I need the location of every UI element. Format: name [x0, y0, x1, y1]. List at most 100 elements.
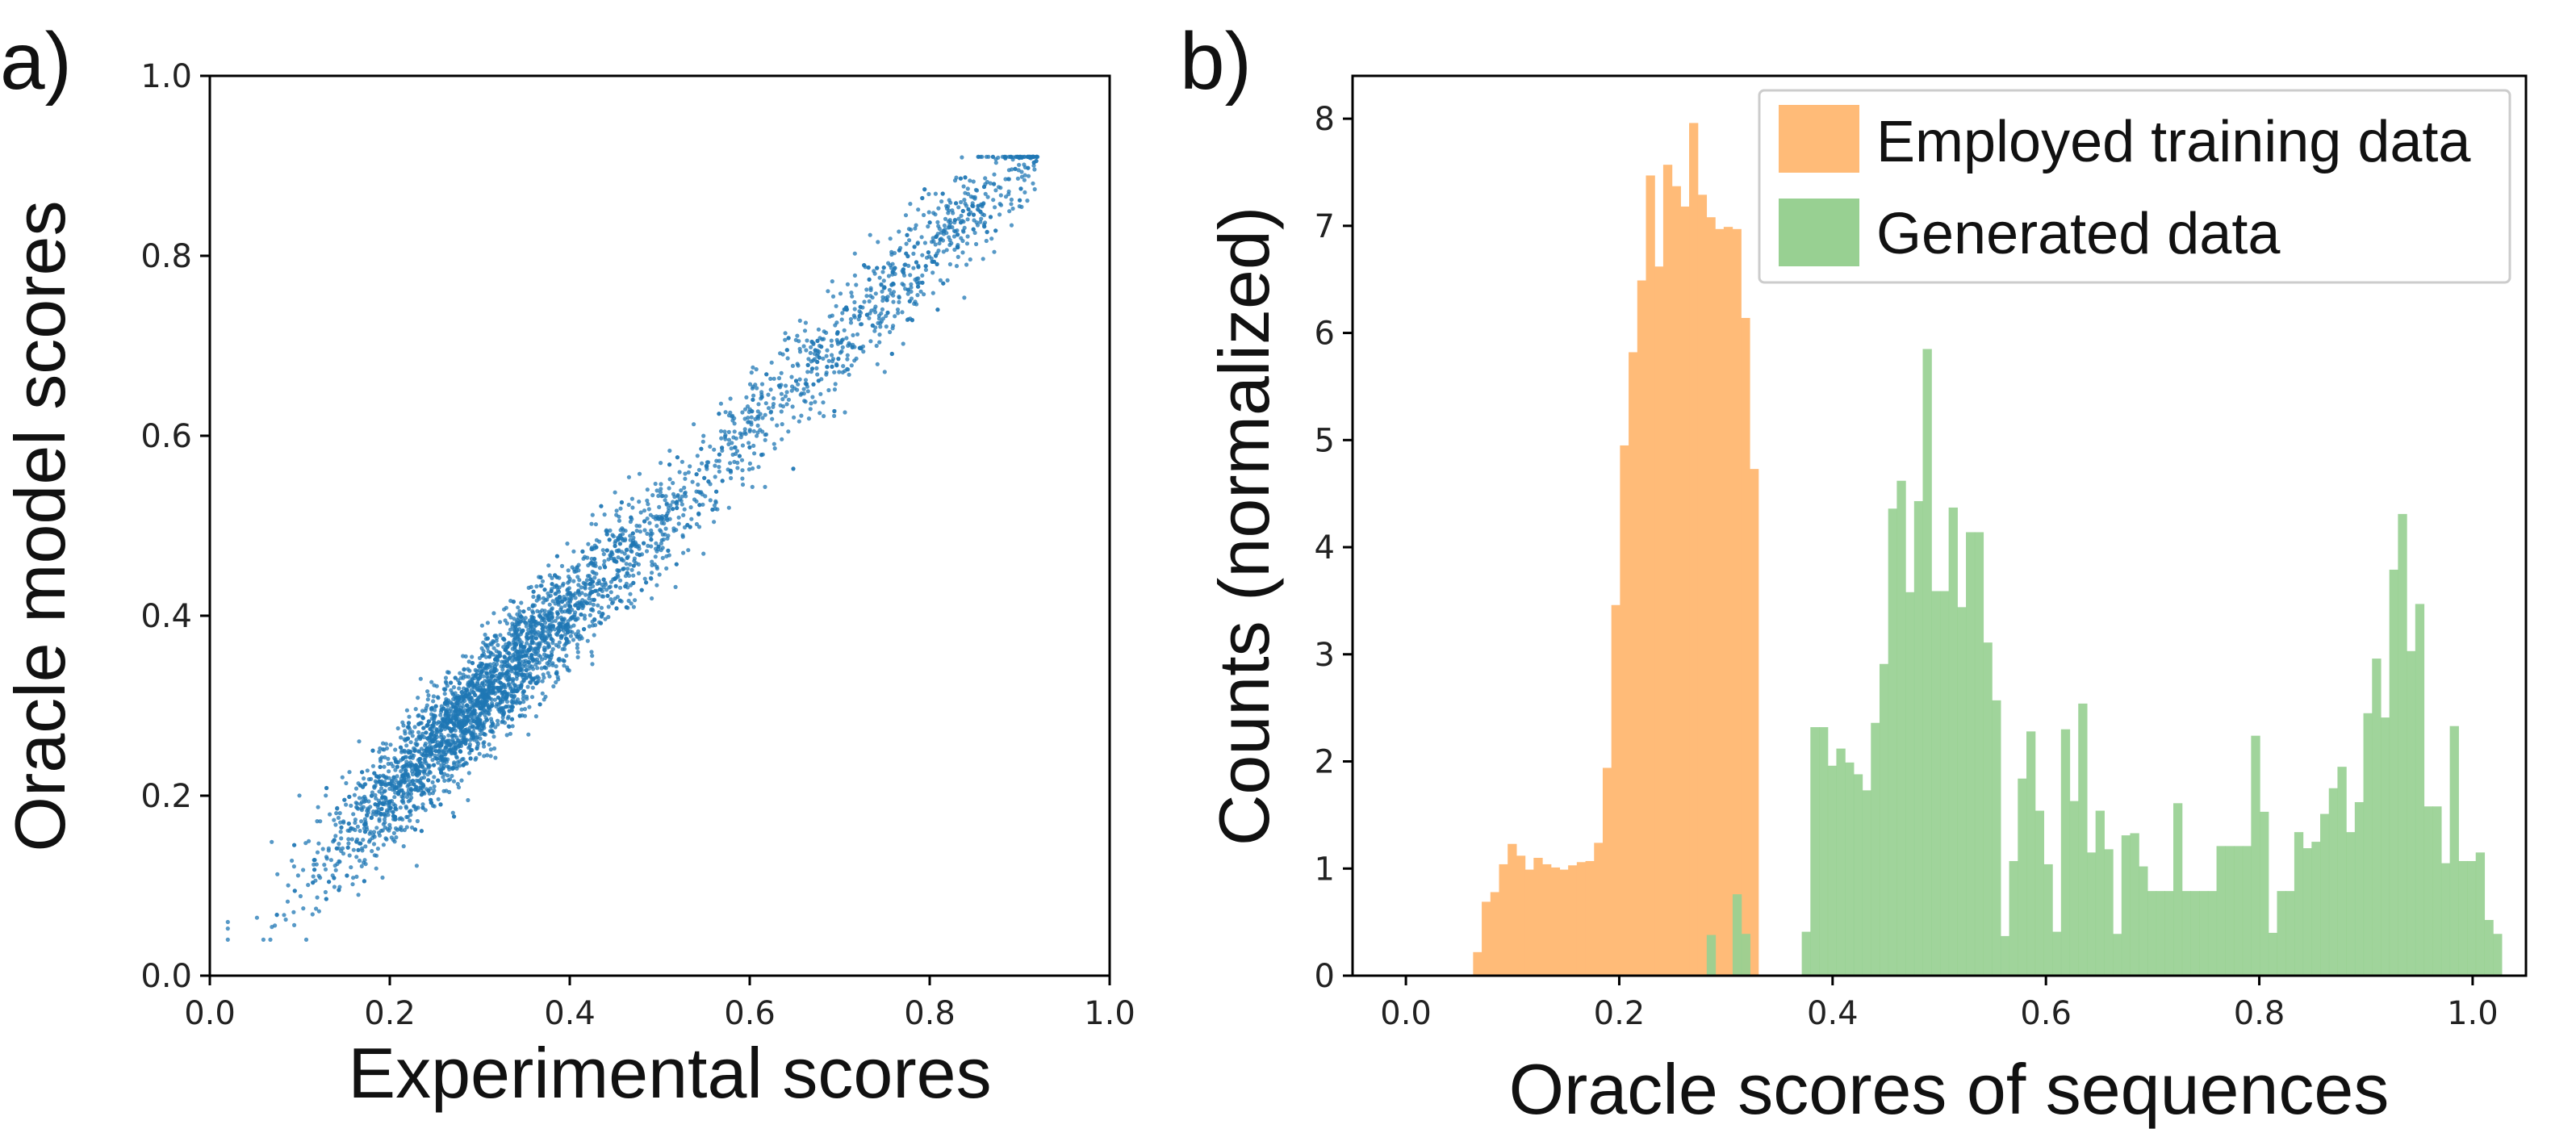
scatter-point	[594, 545, 599, 550]
scatter-point	[461, 763, 466, 767]
scatter-point	[383, 742, 388, 746]
scatter-point	[362, 776, 366, 781]
scatter-point	[690, 479, 695, 484]
scatter-point	[285, 899, 291, 904]
scatter-point	[390, 778, 395, 784]
scatter-point	[896, 311, 901, 316]
scatter-point	[922, 212, 926, 218]
scatter-point	[567, 604, 572, 608]
scatter-point	[540, 679, 545, 684]
scatter-point	[664, 502, 669, 507]
scatter-point	[374, 826, 379, 830]
scatter-point	[998, 193, 1003, 198]
scatter-point	[540, 579, 546, 583]
scatter-point	[619, 500, 625, 505]
scatter-point	[970, 203, 975, 208]
scatter-point	[845, 357, 850, 362]
scatter-point	[512, 645, 517, 650]
scatter-point	[511, 600, 516, 604]
scatter-point	[457, 743, 462, 748]
scatter-point	[961, 184, 966, 189]
scatter-point	[784, 402, 789, 407]
scatter-point	[311, 874, 316, 879]
scatter-point	[361, 838, 366, 843]
scatter-point	[649, 537, 654, 542]
scatter-point	[326, 846, 331, 851]
scatter-point	[588, 577, 593, 582]
scatter-point	[803, 320, 809, 325]
scatter-point	[488, 754, 493, 759]
scatter-y-tick-label: 0.0	[140, 958, 192, 995]
scatter-point	[613, 543, 617, 549]
scatter-point	[943, 216, 948, 221]
scatter-point	[480, 653, 485, 659]
scatter-point	[593, 588, 598, 593]
scatter-point	[525, 631, 530, 636]
scatter-point	[976, 203, 981, 208]
scatter-point	[400, 774, 405, 779]
scatter-point	[631, 542, 636, 547]
scatter-point	[510, 724, 515, 729]
scatter-point	[920, 280, 925, 285]
training-bar	[1611, 604, 1620, 976]
scatter-x-axis-title: Experimental scores	[348, 1033, 991, 1113]
scatter-point	[679, 488, 684, 493]
scatter-point	[391, 775, 396, 780]
scatter-point	[989, 236, 994, 241]
scatter-point	[1006, 177, 1011, 182]
scatter-point	[617, 585, 623, 590]
scatter-point	[441, 687, 446, 692]
scatter-point	[519, 683, 524, 688]
scatter-point	[660, 493, 665, 499]
scatter-point	[776, 383, 781, 388]
scatter-point	[511, 676, 516, 682]
scatter-point	[297, 793, 302, 798]
scatter-point	[362, 830, 368, 834]
scatter-point	[382, 817, 387, 822]
scatter-point	[567, 668, 571, 673]
histogram-y-tick-label: 8	[1315, 101, 1335, 138]
scatter-point	[519, 614, 524, 619]
generated-bar	[2181, 891, 2192, 976]
scatter-point	[357, 858, 362, 863]
scatter-point	[785, 356, 790, 361]
scatter-point	[829, 338, 834, 343]
scatter-point	[429, 716, 434, 721]
scatter-point	[454, 755, 459, 760]
scatter-point	[923, 267, 928, 272]
scatter-point	[562, 659, 567, 663]
scatter-point	[718, 401, 724, 406]
training-bar	[1542, 863, 1552, 976]
scatter-point	[585, 638, 590, 643]
scatter-point	[316, 805, 320, 809]
scatter-point	[432, 734, 437, 738]
scatter-point	[856, 317, 861, 322]
scatter-point	[903, 213, 909, 218]
scatter-point	[391, 813, 396, 818]
scatter-point	[509, 708, 514, 713]
scatter-point	[849, 363, 854, 368]
scatter-point	[650, 571, 654, 575]
scatter-point	[768, 376, 773, 381]
scatter-point	[905, 232, 910, 237]
scatter-point	[554, 679, 558, 685]
scatter-point	[502, 654, 507, 659]
scatter-point	[814, 366, 819, 370]
scatter-point	[270, 839, 274, 844]
scatter-point	[626, 502, 631, 508]
scatter-point	[642, 528, 647, 533]
scatter-point	[660, 555, 665, 561]
scatter-point	[430, 730, 435, 734]
scatter-point	[952, 247, 957, 252]
scatter-point	[356, 893, 361, 897]
scatter-point	[546, 617, 551, 622]
generated-bar	[2164, 891, 2174, 976]
scatter-point	[888, 263, 893, 268]
scatter-point	[810, 395, 815, 399]
scatter-point	[902, 273, 907, 278]
scatter-point	[483, 643, 488, 648]
scatter-point	[809, 345, 813, 349]
scatter-point	[418, 785, 423, 790]
scatter-point	[897, 299, 901, 304]
scatter-point	[450, 734, 455, 739]
